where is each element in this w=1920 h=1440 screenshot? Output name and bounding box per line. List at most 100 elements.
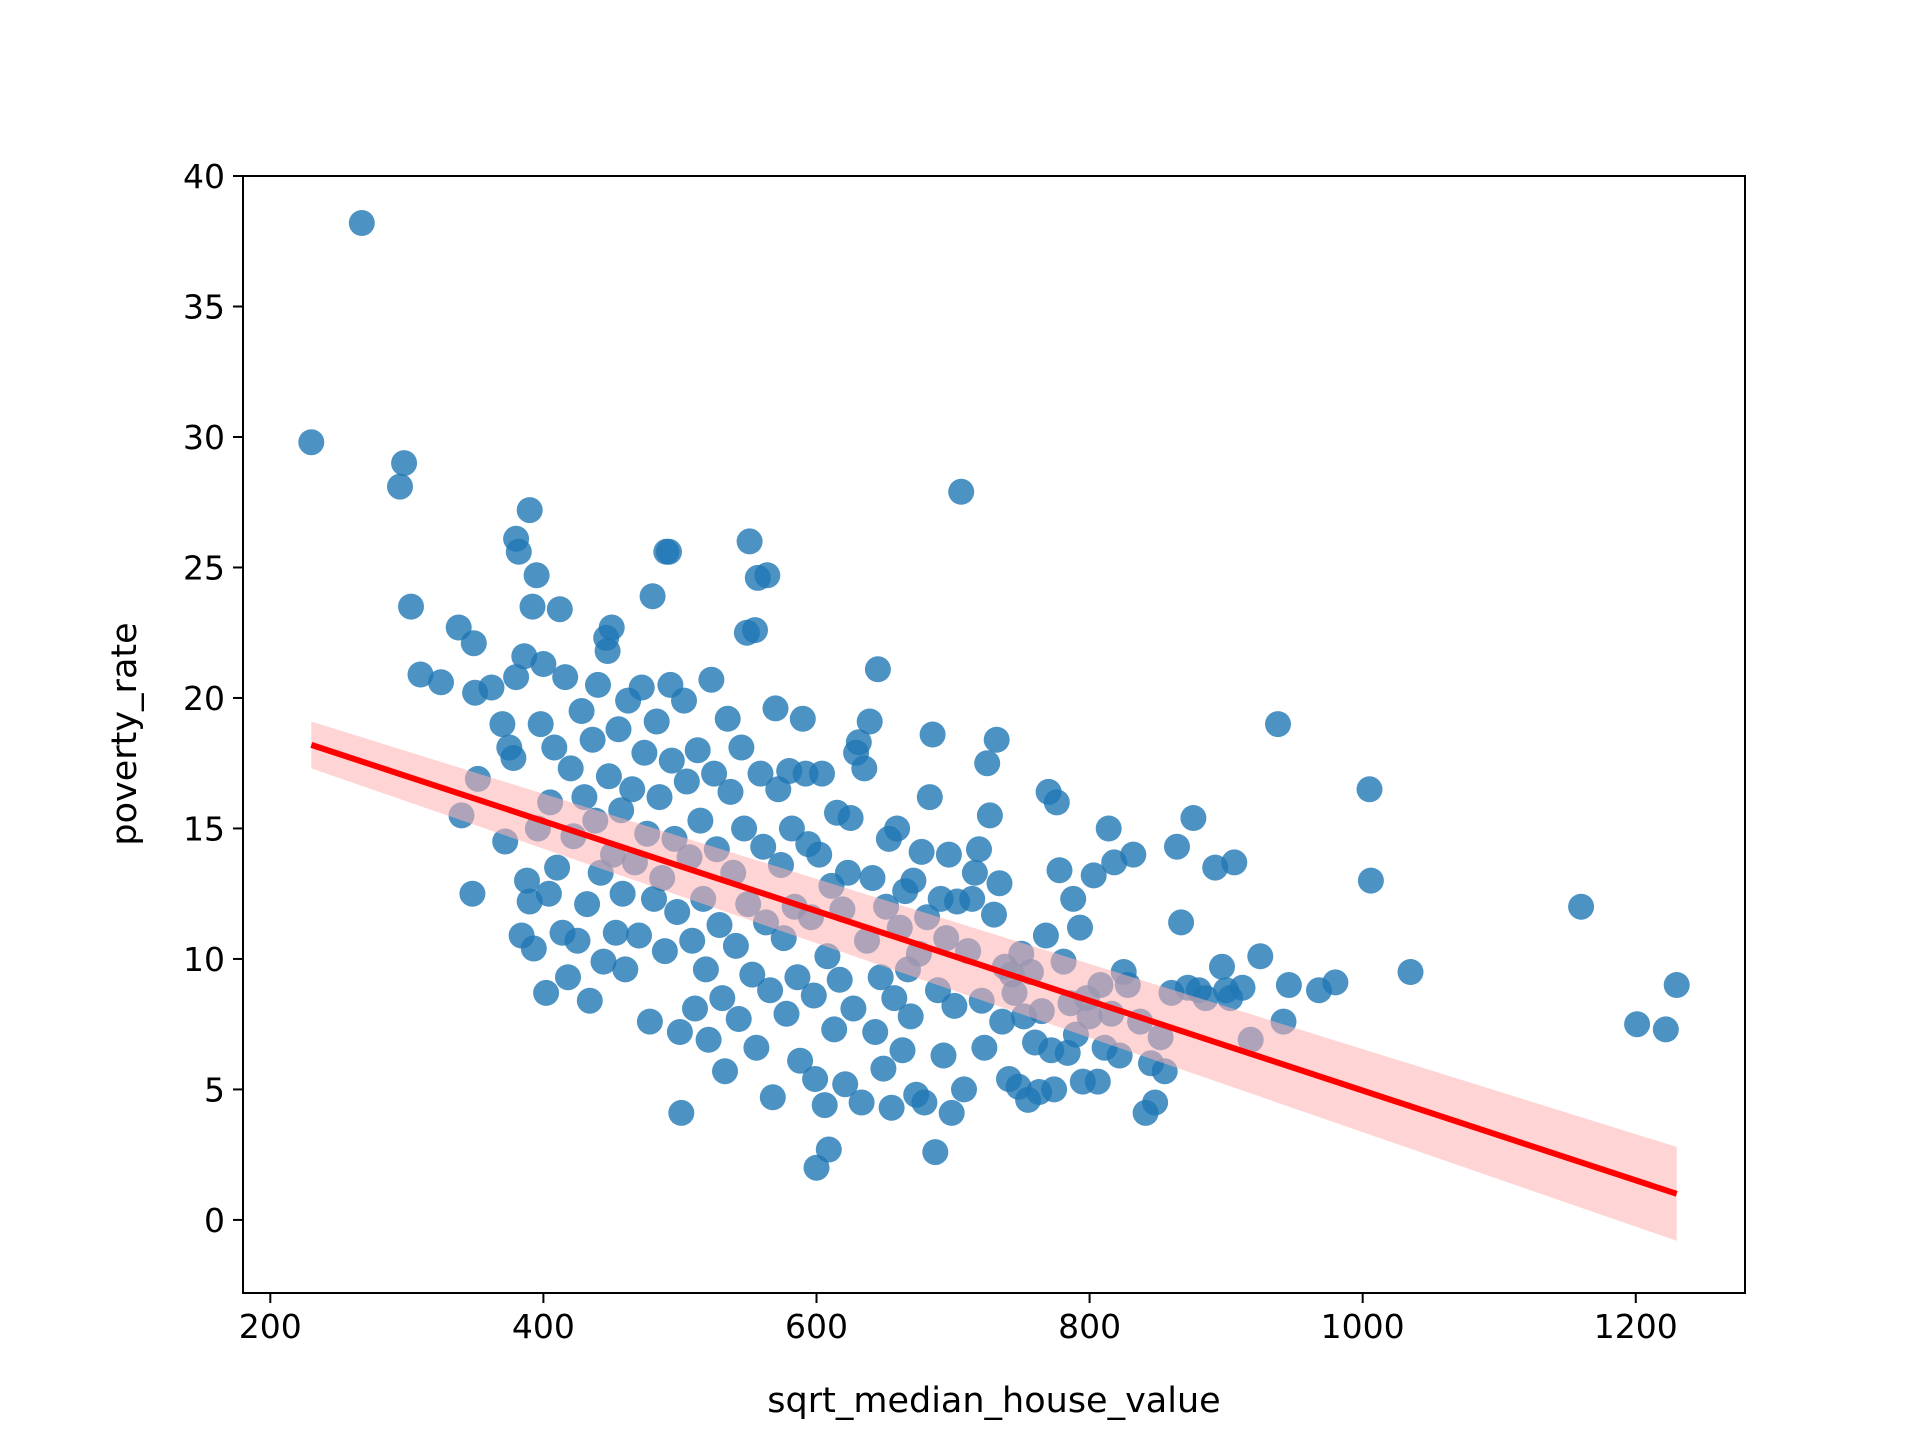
y-tick-label: 5 (204, 1070, 225, 1109)
data-point (658, 747, 685, 774)
data-point (814, 943, 841, 970)
data-point (938, 1099, 965, 1126)
data-point (961, 859, 988, 886)
data-point (628, 674, 655, 701)
data-point (712, 1058, 738, 1085)
y-tick-label: 40 (183, 157, 225, 196)
data-point (387, 473, 413, 500)
data-point (983, 726, 1010, 753)
data-point (736, 528, 763, 555)
data-point (651, 938, 678, 965)
data-point (701, 760, 728, 787)
data-point (602, 919, 629, 946)
regression-line (310, 742, 1678, 1197)
data-point (541, 734, 568, 761)
confidence-band (311, 721, 1677, 1241)
data-point (864, 656, 891, 683)
data-point (609, 880, 636, 907)
data-point (598, 614, 625, 641)
data-point (750, 833, 777, 860)
data-point (664, 899, 691, 925)
data-point (533, 979, 560, 1006)
y-axis-label: poverty_rate (105, 622, 145, 845)
data-point (298, 429, 325, 456)
data-point (821, 1016, 848, 1043)
data-point (754, 562, 781, 589)
data-point (1229, 974, 1256, 1001)
data-point (643, 708, 670, 735)
x-axis-label: sqrt_median_house_value (767, 1381, 1220, 1421)
data-point (728, 734, 755, 761)
data-point (981, 901, 1007, 928)
x-tick-label: 200 (239, 1307, 302, 1346)
data-point (687, 807, 714, 834)
data-point (428, 669, 454, 696)
data-point (884, 815, 911, 842)
data-point (789, 705, 816, 732)
data-point (568, 698, 595, 724)
data-point (848, 1089, 875, 1116)
data-point (859, 865, 886, 891)
data-point (595, 763, 622, 790)
data-point (668, 1099, 695, 1126)
x-tick-label: 800 (1058, 1307, 1121, 1346)
data-point (809, 760, 835, 787)
data-point (1322, 969, 1349, 996)
data-point (1397, 959, 1424, 985)
data-point (552, 664, 579, 691)
data-point (698, 666, 725, 693)
data-point (1043, 789, 1070, 816)
data-point (840, 995, 867, 1022)
y-tick-label: 30 (183, 418, 225, 457)
data-point (811, 1092, 838, 1119)
data-point (1357, 867, 1384, 894)
data-point (989, 1008, 1016, 1035)
data-point (348, 210, 375, 236)
data-point (725, 1006, 752, 1032)
y-axis: 0 5 10 15 20 25 30 35 40 (183, 157, 243, 1240)
data-point (1180, 805, 1207, 831)
data-point (516, 497, 543, 524)
y-tick-label: 15 (183, 809, 225, 848)
data-point (1209, 953, 1235, 980)
data-point (881, 985, 908, 1012)
data-point (971, 1034, 998, 1061)
regression-fit (310, 721, 1678, 1241)
y-tick-label: 10 (183, 940, 225, 979)
data-point (527, 711, 554, 738)
data-point (1067, 914, 1093, 941)
data-point (557, 755, 584, 782)
data-point (900, 867, 927, 894)
data-point (1080, 862, 1107, 889)
data-point (641, 885, 667, 912)
data-point (605, 716, 632, 743)
data-point (519, 593, 546, 620)
data-point (1060, 885, 1087, 912)
data-point (878, 1094, 905, 1121)
data-point (889, 1037, 916, 1064)
data-point (706, 912, 733, 938)
data-point (922, 1139, 949, 1166)
data-point (722, 932, 749, 959)
data-point (976, 802, 1003, 829)
data-point (590, 948, 617, 975)
data-point (1168, 909, 1195, 936)
data-point (966, 836, 992, 863)
data-point (851, 755, 878, 782)
data-point (815, 1136, 842, 1163)
data-point (1084, 1068, 1111, 1095)
x-tick-label: 600 (785, 1307, 848, 1346)
data-point (612, 956, 639, 983)
data-point (656, 538, 682, 565)
data-point (845, 729, 872, 756)
data-point (1041, 1076, 1068, 1103)
data-point (564, 927, 591, 954)
data-point (1663, 972, 1690, 998)
data-point (500, 745, 527, 771)
data-point (787, 1047, 814, 1074)
data-point (897, 1003, 924, 1030)
data-point (1032, 922, 1059, 949)
data-point (679, 927, 706, 954)
data-point (709, 985, 736, 1012)
